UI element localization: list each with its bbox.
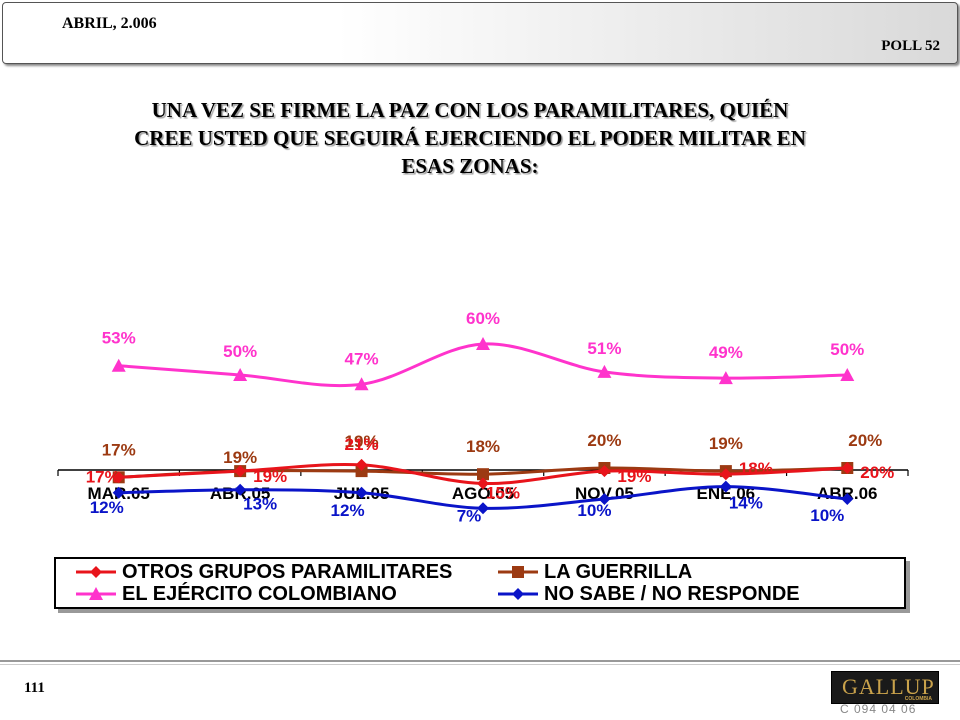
gallup-logo: GALLUP COLOMBIA — [831, 671, 939, 704]
data-point — [234, 465, 247, 478]
legend-item-nosabe: NO SABE / NO RESPONDE — [498, 583, 800, 605]
footer-divider-thin — [0, 664, 960, 665]
line-chart: MAR.05ABR.05JUL.05AGO.05NOV.05ENE.06ABR.… — [57, 309, 909, 525]
logo-text: GALLUP — [842, 674, 935, 699]
legend-label: NO SABE / NO RESPONDE — [544, 582, 800, 605]
data-label: 53% — [102, 329, 136, 348]
data-label: 20% — [587, 431, 621, 450]
data-point — [477, 477, 489, 490]
data-point — [840, 368, 855, 381]
legend-item-guerrilla: LA GUERRILLA — [498, 561, 692, 583]
data-label: 21% — [345, 435, 379, 454]
data-label: 19% — [617, 467, 651, 486]
data-point — [234, 483, 247, 496]
header-date: ABRIL, 2.006 — [62, 15, 157, 32]
title-line-2: CREE USTED QUE SEGUIRÁ EJERCIENDO EL POD… — [134, 126, 806, 150]
data-point — [719, 468, 732, 481]
data-point — [355, 486, 368, 499]
legend-label: EL EJÉRCITO COLOMBIANO — [122, 582, 397, 605]
data-point — [719, 480, 732, 493]
data-point — [477, 468, 489, 481]
data-label: 18% — [466, 437, 500, 456]
logo-subtext: COLOMBIA — [904, 696, 932, 702]
data-label: 17% — [102, 440, 136, 459]
legend-label: OTROS GRUPOS PARAMILITARES — [122, 560, 453, 583]
data-label: 7% — [457, 506, 482, 525]
data-label: 12% — [331, 501, 365, 520]
legend-item-otros: OTROS GRUPOS PARAMILITARES — [76, 561, 452, 583]
data-label: 10% — [577, 501, 611, 520]
data-label: 50% — [223, 342, 257, 361]
footer-divider — [0, 660, 960, 662]
legend-marker-otros-icon — [76, 566, 116, 578]
data-label: 20% — [848, 431, 882, 450]
data-label: 19% — [223, 448, 257, 467]
legend-marker-nosabe-icon — [498, 588, 538, 600]
data-label: 14% — [729, 494, 763, 513]
legend-marker-guerrilla-icon — [498, 566, 538, 578]
data-point — [354, 377, 369, 391]
data-point — [476, 337, 490, 350]
data-label: 15% — [486, 484, 520, 503]
data-label: 19% — [709, 434, 743, 453]
data-label: 47% — [345, 349, 379, 368]
data-point — [355, 465, 368, 478]
data-point — [841, 462, 854, 474]
data-point — [598, 493, 611, 505]
data-label: 17% — [86, 467, 120, 486]
legend-marker-ejercito-icon — [76, 587, 116, 600]
document-code: C 094 04 06 — [840, 702, 917, 716]
data-point — [841, 493, 854, 505]
title-line-1: UNA VEZ SE FIRME LA PAZ CON LOS PARAMILI… — [151, 98, 789, 122]
data-point — [597, 364, 612, 378]
x-tick-label: AGO.05 — [452, 484, 514, 503]
header-poll: POLL 52 — [881, 38, 940, 54]
data-label: 20% — [860, 463, 894, 482]
data-label: 51% — [587, 339, 621, 358]
data-point — [355, 458, 368, 471]
data-point — [112, 471, 125, 484]
legend: OTROS GRUPOS PARAMILITARES LA GUERRILLA … — [54, 557, 906, 609]
data-label: 12% — [90, 498, 124, 517]
data-label: 19% — [253, 467, 287, 486]
data-label: 18% — [739, 459, 773, 478]
data-point — [111, 358, 126, 372]
data-label: 13% — [243, 495, 277, 514]
legend-label: LA GUERRILLA — [544, 560, 693, 583]
x-tick-label: ENE.06 — [697, 484, 756, 503]
data-point — [477, 502, 489, 515]
page-number: 111 — [24, 680, 45, 696]
data-label: 10% — [810, 506, 844, 525]
data-point — [718, 371, 733, 385]
title-line-3: ESAS ZONAS: — [401, 154, 539, 178]
data-label: 19% — [345, 432, 379, 451]
data-point — [598, 465, 611, 478]
legend-item-ejercito: EL EJÉRCITO COLOMBIANO — [76, 583, 397, 605]
data-label: 50% — [830, 340, 864, 359]
chart-title: UNA VEZ SE FIRME LA PAZ CON LOS PARAMILI… — [20, 96, 920, 180]
data-label: 49% — [709, 343, 743, 362]
data-point — [233, 368, 248, 381]
data-label: 60% — [466, 309, 500, 328]
data-point — [112, 486, 125, 499]
header-bar — [2, 2, 958, 64]
